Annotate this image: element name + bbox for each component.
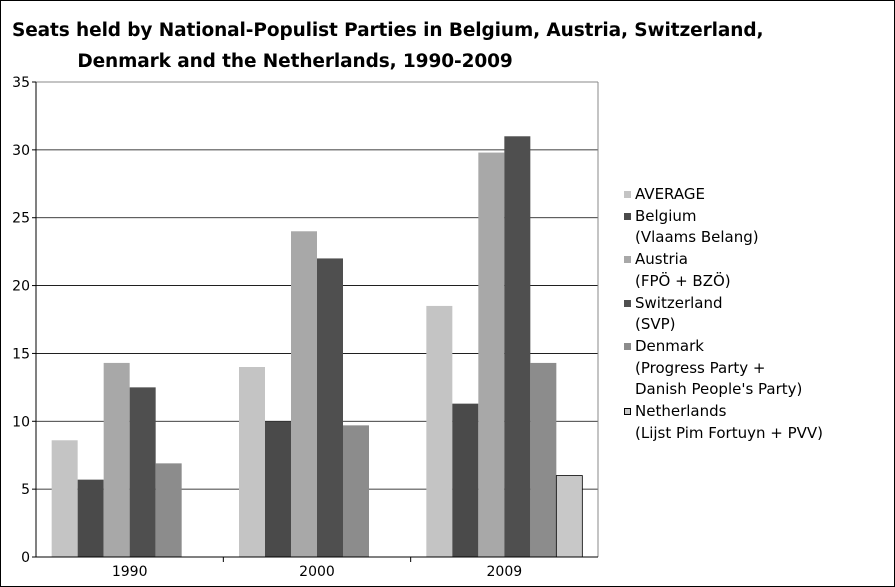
y-tick-label: 5 (21, 482, 30, 498)
bar (239, 367, 265, 557)
legend-label: Danish People's Party) (635, 380, 803, 399)
legend-label: Austria (635, 250, 688, 269)
bar (317, 258, 343, 557)
y-tick-label: 15 (12, 346, 30, 362)
x-tick-label: 2009 (487, 564, 523, 580)
legend-swatch (624, 299, 631, 307)
legend-label: (Progress Party + (635, 358, 766, 377)
bar (555, 475, 583, 558)
chart-title-line-1: Seats held by National-Populist Parties … (12, 20, 764, 41)
bar (504, 136, 531, 558)
y-tick-label: 0 (21, 550, 30, 566)
legend-swatch (624, 342, 631, 350)
bar (155, 463, 182, 557)
legend: AVERAGE Belgium (Vlaams Belang) Austria (FPÖ… (624, 184, 823, 444)
legend-label: (Vlaams Belang) (635, 228, 759, 247)
bar (478, 152, 505, 558)
bar (265, 421, 291, 557)
bars (51, 136, 583, 558)
bar (129, 387, 156, 557)
legend-label: (SVP) (635, 315, 676, 334)
bar (530, 362, 557, 557)
legend-label: Netherlands (635, 402, 727, 421)
bar (51, 440, 78, 557)
legend-swatch (624, 256, 631, 264)
x-tick-label: 2000 (299, 564, 335, 580)
y-tick-label: 25 (12, 211, 30, 227)
legend-item: Denmark (Progress Party + Danish People's … (624, 336, 823, 401)
y-tick-label: 35 (12, 75, 30, 91)
legend-label: Belgium (635, 206, 697, 225)
bar (103, 362, 130, 557)
legend-label: Switzerland (635, 293, 723, 312)
bar (343, 425, 369, 557)
y-tick-label: 20 (12, 279, 30, 295)
chart-title-line-2: Denmark and the Netherlands, 1990-2009 (77, 51, 513, 72)
legend-swatch (624, 408, 631, 416)
legend-label: Denmark (635, 336, 704, 355)
legend-item: Switzerland (SVP) (624, 293, 823, 336)
y-tick-label: 10 (12, 414, 30, 430)
bar (426, 305, 453, 557)
legend-item: Austria (FPÖ + BZÖ) (624, 249, 823, 292)
legend-item: Belgium (Vlaams Belang) (624, 206, 823, 249)
legend-swatch (624, 212, 631, 220)
bar (452, 403, 479, 557)
axes: 0 5 10 15 20 25 30 35 1990 2000 2009 (12, 75, 598, 580)
legend-label: AVERAGE (635, 185, 705, 203)
bar (291, 231, 317, 558)
legend-label: (FPÖ + BZÖ) (635, 271, 731, 290)
legend-label: (Lijst Pim Fortuyn + PVV) (635, 423, 824, 442)
legend-item: Netherlands (Lijst Pim Fortuyn + PVV) (624, 401, 823, 444)
x-tick-label: 1990 (112, 564, 148, 580)
y-tick-label: 30 (12, 143, 30, 159)
legend-swatch (624, 191, 631, 198)
bar (77, 479, 104, 557)
legend-item: AVERAGE (624, 184, 823, 206)
